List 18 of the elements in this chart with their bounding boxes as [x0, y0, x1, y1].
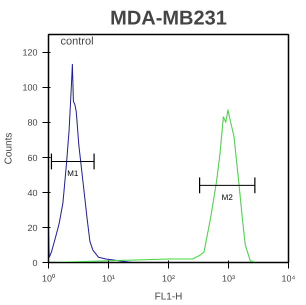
- y-tick-label: 60: [27, 152, 38, 163]
- y-tick-label: 80: [27, 118, 38, 128]
- x-axis-title: FL1-H: [154, 292, 182, 302]
- y-tick-label: 40: [27, 188, 38, 198]
- chart-title: MDA-MB231: [110, 8, 227, 30]
- y-tick-label: 100: [22, 82, 38, 93]
- y-tick-label: 20: [27, 222, 38, 233]
- y-tick-label: 120: [22, 48, 38, 58]
- series-label: M2: [222, 192, 234, 202]
- y-axis-title: Counts: [3, 132, 14, 164]
- x-tick-label: 10⁴: [282, 274, 296, 284]
- annotation: control: [60, 36, 94, 48]
- x-tick-label: 10⁰: [42, 274, 56, 284]
- x-tick-label: 10¹: [102, 274, 116, 284]
- y-tick-label: 0: [32, 258, 38, 268]
- x-tick-label: 10³: [222, 274, 236, 284]
- series-label: M1: [67, 168, 79, 178]
- x-tick-label: 10²: [162, 274, 176, 284]
